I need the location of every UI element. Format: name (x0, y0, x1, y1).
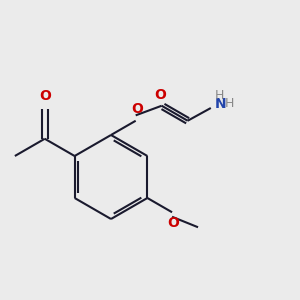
Text: H: H (224, 97, 234, 110)
Text: O: O (131, 102, 143, 116)
Text: O: O (39, 89, 51, 103)
Text: H: H (214, 88, 224, 102)
Text: O: O (154, 88, 166, 102)
Text: O: O (168, 216, 179, 230)
Text: N: N (215, 97, 226, 110)
